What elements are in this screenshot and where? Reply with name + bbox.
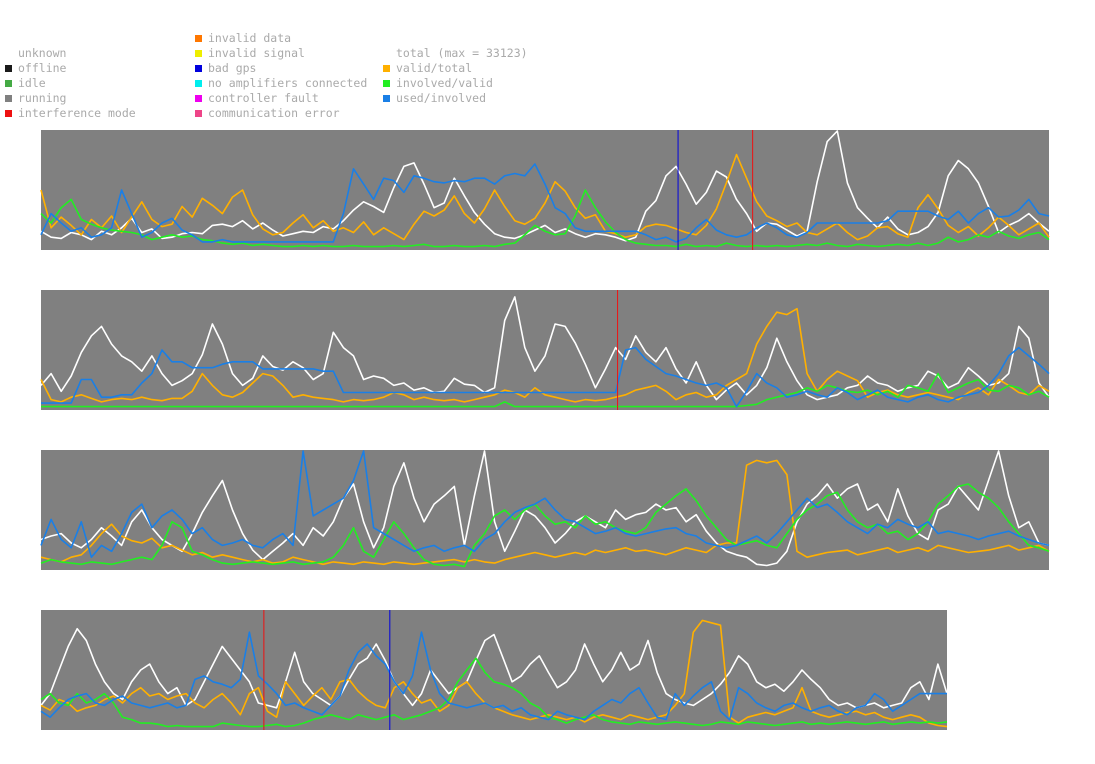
legend-label: no amplifiers connected	[208, 76, 368, 90]
legend-label: idle	[18, 76, 46, 90]
series-line-valid-total	[40, 153, 1050, 241]
legend-swatch	[195, 110, 202, 117]
chart-panel-1	[40, 130, 1050, 250]
legend-swatch	[195, 35, 202, 42]
plot-background	[41, 610, 947, 730]
series-line-used-involved	[40, 450, 1050, 559]
series-line-involved-valid	[40, 189, 1050, 248]
legend-label: bad gps	[208, 61, 257, 75]
legend-swatch	[195, 50, 202, 57]
legend-swatch	[383, 65, 390, 72]
legend-swatch	[5, 80, 12, 87]
series-line-involved-valid	[40, 657, 948, 728]
series-line-used-involved	[40, 163, 1050, 243]
legend-label: used/involved	[396, 91, 487, 105]
legend-swatch	[383, 80, 390, 87]
legend-swatch	[5, 95, 12, 102]
series-line-total	[40, 450, 1050, 567]
legend-label: running	[18, 91, 67, 105]
series-line-valid-total	[40, 459, 1050, 566]
legend-label: offline	[18, 61, 67, 75]
series-line-used-involved	[40, 631, 947, 721]
legend-swatch	[5, 65, 12, 72]
legend-swatch	[383, 95, 390, 102]
series-line-total	[40, 296, 1050, 401]
series-line-total	[40, 130, 1050, 242]
legend-label: communication error	[208, 106, 340, 120]
series-line-involved-valid	[40, 483, 1050, 568]
plot-background	[41, 130, 1049, 250]
chart-panel-3	[40, 450, 1050, 570]
series-line-involved-valid	[41, 372, 1050, 408]
plot-background	[41, 290, 1049, 410]
series-line-total	[40, 627, 948, 709]
legend-label: interference mode	[18, 106, 136, 120]
legend-label: invalid signal	[208, 46, 305, 60]
legend-label: invalid data	[208, 31, 292, 45]
legend-swatch	[195, 80, 202, 87]
legend-label: total (max = 33123)	[396, 46, 528, 60]
legend-label: unknown	[18, 46, 67, 60]
legend-swatch	[195, 65, 202, 72]
chart-panel-4	[40, 610, 948, 730]
series-line-used-involved	[41, 346, 1050, 408]
chart-panel-2	[40, 290, 1050, 410]
legend-swatch	[5, 50, 12, 57]
legend-label: involved/valid	[396, 76, 493, 90]
legend-label: valid/total	[396, 61, 473, 75]
legend-label: controller fault	[208, 91, 319, 105]
legend-swatch	[195, 95, 202, 102]
legend-swatch	[5, 110, 12, 117]
